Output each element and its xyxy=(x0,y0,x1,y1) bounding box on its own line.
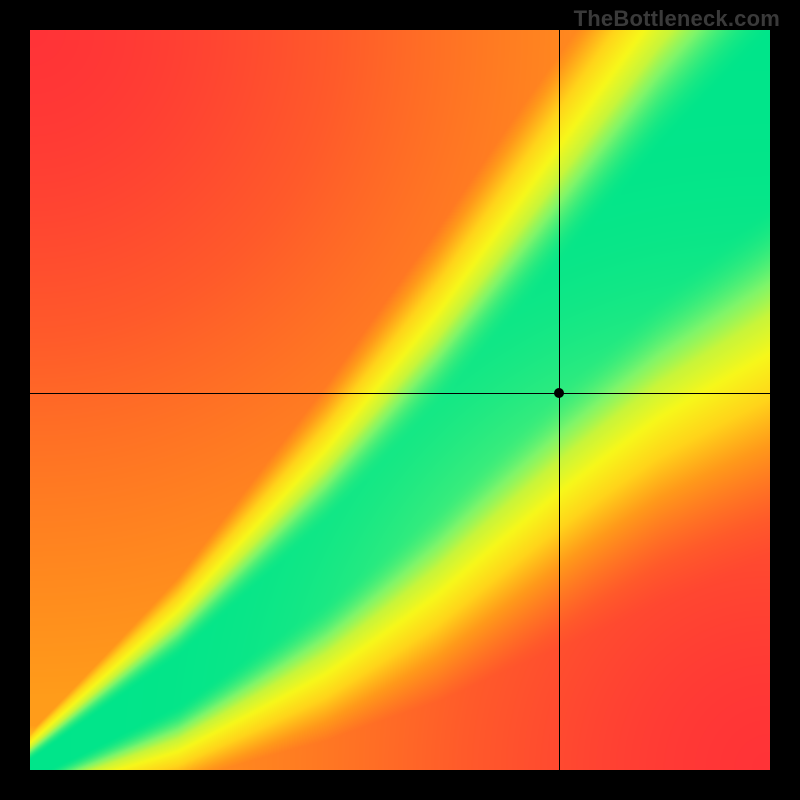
outer-frame: TheBottleneck.com xyxy=(0,0,800,800)
plot-area xyxy=(30,30,770,770)
heatmap-canvas xyxy=(30,30,770,770)
crosshair-horizontal xyxy=(30,393,770,394)
crosshair-vertical xyxy=(559,30,560,770)
watermark-text: TheBottleneck.com xyxy=(574,6,780,32)
crosshair-marker xyxy=(554,388,564,398)
